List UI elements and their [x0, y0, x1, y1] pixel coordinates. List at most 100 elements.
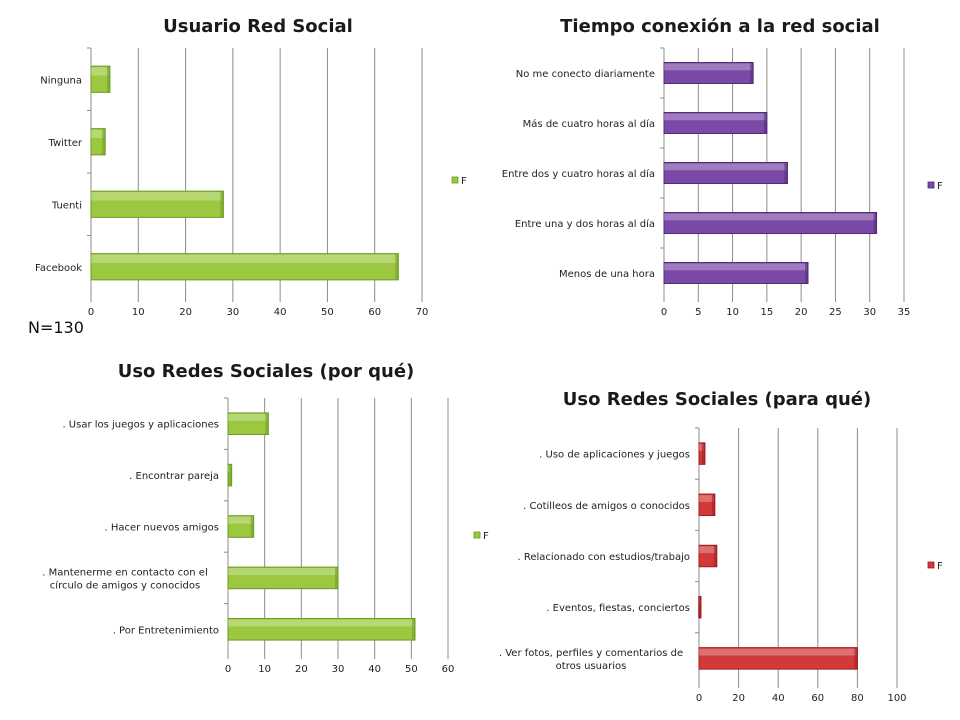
category-label: . Encontrar pareja — [129, 471, 219, 482]
category-label: Menos de una hora — [559, 269, 655, 280]
bar-highlight — [91, 129, 105, 139]
bar-highlight — [228, 413, 268, 421]
bar-highlight — [91, 67, 109, 76]
bar-cap — [763, 112, 767, 134]
x-tick-label: 0 — [661, 307, 667, 318]
category-label: . Por Entretenimiento — [113, 625, 219, 636]
x-tick-label: 40 — [772, 693, 785, 704]
bar-cap — [102, 128, 106, 155]
chart-title: Uso Redes Sociales (por qué) — [118, 361, 415, 382]
category-label: . Ver fotos, perfiles y comentarios de ot… — [499, 648, 683, 672]
category-label: . Mantenerme en contacto con el círculo d… — [42, 567, 207, 591]
x-tick-label: 30 — [226, 307, 239, 318]
x-tick-label: 60 — [442, 664, 455, 675]
x-tick-label: 70 — [416, 307, 429, 318]
legend-swatch — [473, 531, 481, 539]
bar-highlight — [664, 263, 807, 271]
category-label: Tuenti — [51, 200, 82, 211]
bar-highlight — [91, 254, 398, 264]
x-tick-label: 10 — [726, 307, 739, 318]
x-tick-label: 40 — [368, 664, 381, 675]
category-label: Entre una y dos horas al día — [515, 218, 655, 230]
bar-highlight — [699, 443, 704, 451]
x-tick-label: 20 — [179, 307, 192, 318]
x-tick-label: 0 — [88, 307, 94, 318]
bar-highlight — [699, 648, 857, 656]
category-label: Facebook — [35, 263, 82, 274]
x-tick-label: 10 — [132, 307, 145, 318]
bar-cap — [873, 212, 877, 234]
legend-label: F — [461, 176, 467, 187]
x-tick-label: 35 — [898, 307, 911, 318]
legend-swatch — [451, 176, 459, 184]
bar-cap — [701, 442, 705, 465]
bar-cap — [106, 66, 110, 93]
x-tick-label: 5 — [695, 307, 701, 318]
bar-cap — [335, 567, 338, 589]
x-tick-label: 40 — [274, 307, 287, 318]
bar-highlight — [91, 192, 223, 201]
bar-highlight — [664, 213, 876, 221]
bar-cap — [220, 191, 224, 218]
bar-cap — [750, 62, 754, 84]
x-tick-label: 15 — [760, 307, 773, 318]
legend-label: F — [483, 531, 489, 542]
bar-highlight — [664, 63, 753, 71]
category-label: . Eventos, fiestas, conciertos — [546, 603, 690, 614]
x-tick-label: 50 — [321, 307, 334, 318]
category-label: . Usar los juegos y aplicaciones — [62, 420, 219, 431]
legend-label: F — [937, 181, 943, 192]
bar-highlight — [699, 495, 714, 502]
x-tick-label: 10 — [258, 664, 271, 675]
legend-label: F — [937, 561, 943, 572]
bar — [90, 190, 224, 218]
bar-cap — [713, 545, 717, 567]
chart-title: Uso Redes Sociales (para qué) — [563, 389, 871, 410]
bar-cap — [805, 262, 808, 284]
chart-3: Uso Redes Sociales (por qué) 0 10 20 30 40 50 6… — [42, 361, 489, 675]
legend-swatch — [927, 181, 935, 189]
x-tick-label: 0 — [225, 664, 231, 675]
bar-cap — [854, 647, 858, 670]
bar-cap — [697, 596, 701, 618]
x-tick-label: 25 — [829, 307, 842, 318]
category-label: No me conecto diariamente — [516, 69, 655, 80]
bar-cap — [412, 618, 415, 641]
bar-highlight — [228, 568, 337, 576]
bar-cap — [784, 162, 788, 184]
category-label: . Relacionado con estudios/trabajo — [517, 552, 690, 563]
x-tick-label: 60 — [811, 693, 824, 704]
x-tick-label: 60 — [368, 307, 381, 318]
x-tick-label: 50 — [405, 664, 418, 675]
chart-title: Tiempo conexión a la red social — [560, 16, 880, 37]
chart-2: Tiempo conexión a la red social 0 5 10 15 20 2… — [502, 16, 943, 318]
category-label: . Hacer nuevos amigos — [104, 523, 219, 534]
chart-4: Uso Redes Sociales (para qué) 0 20 40 60 80 10… — [499, 389, 943, 704]
x-tick-label: 100 — [887, 693, 906, 704]
category-label: . Cotilleos de amigos o conocidos — [523, 501, 690, 512]
bar-cap — [250, 515, 254, 538]
x-tick-label: 20 — [732, 693, 745, 704]
bar-highlight — [228, 619, 414, 627]
bar-highlight — [228, 516, 253, 524]
bar-cap — [395, 253, 399, 280]
x-tick-label: 20 — [295, 664, 308, 675]
x-tick-label: 30 — [332, 664, 345, 675]
legend-swatch — [927, 561, 935, 569]
bar-highlight — [664, 163, 787, 171]
category-label: Ninguna — [40, 75, 82, 86]
x-tick-label: 80 — [851, 693, 864, 704]
category-label: Más de cuatro horas al día — [523, 118, 655, 130]
x-tick-label: 20 — [795, 307, 808, 318]
bar-highlight — [699, 546, 716, 554]
bar-cap — [711, 494, 715, 516]
category-label: Twitter — [47, 138, 82, 149]
category-label: . Uso de aplicaciones y juegos — [539, 450, 690, 461]
chart-title: Usuario Red Social — [163, 16, 353, 37]
bar-cap — [228, 464, 232, 486]
x-tick-label: 30 — [863, 307, 876, 318]
bar-highlight — [664, 113, 766, 121]
x-tick-label: 0 — [696, 693, 702, 704]
chart-1: Usuario Red Social 0 10 20 30 40 50 60 70 Faceboo… — [35, 16, 467, 318]
